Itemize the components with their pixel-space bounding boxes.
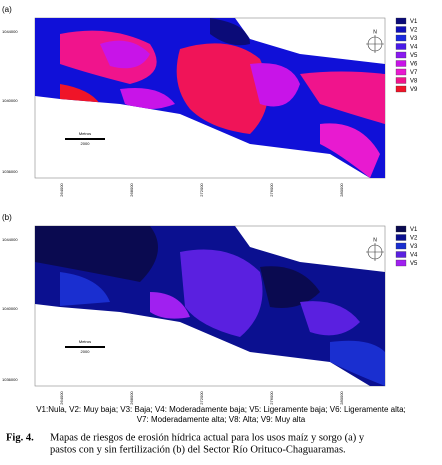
legend-label: V7: [410, 70, 418, 76]
legend-swatch: [395, 259, 407, 267]
scale-bar: [65, 138, 105, 140]
x-coordinate-label: 272000: [199, 183, 204, 197]
legend-swatch: [395, 51, 407, 59]
map-panel: (b) V1 V2 V3 V4 V5 1044000 1040000 1036000 264000…: [2, 213, 418, 405]
legend-swatch: [395, 17, 407, 25]
legend-label: V1: [410, 19, 418, 25]
legend-swatch: [395, 26, 407, 33]
legend-label: V1: [410, 227, 418, 233]
legend-note: V7: Moderadamente alta; V8: Alta; V9: Mu…: [137, 415, 306, 424]
north-label: N: [373, 29, 377, 35]
legend-label: V6: [410, 62, 418, 68]
legend-note: V1:Nula, V2: Muy baja; V3: Baja; V4: Mod…: [36, 405, 406, 414]
legend-label: V3: [410, 244, 418, 250]
y-coordinate-label: 1040000: [2, 98, 18, 103]
x-coordinate-label: 272000: [199, 391, 204, 405]
legend-swatch: [395, 85, 407, 93]
legend-swatch: [395, 43, 407, 50]
y-coordinate-label: 1036000: [2, 377, 18, 382]
legend-swatch: [395, 68, 407, 76]
scale-unit: Metros: [79, 131, 91, 136]
y-coordinate-label: 1044000: [2, 29, 18, 34]
legend-label: V3: [410, 36, 418, 42]
legend-label: V5: [410, 53, 418, 59]
panel-label: (a): [2, 5, 12, 14]
panel-label: (b): [2, 213, 12, 222]
x-coordinate-label: 264000: [59, 391, 64, 405]
legend-label: V8: [410, 79, 418, 85]
legend-label: V5: [410, 261, 418, 267]
legend-swatch: [395, 77, 407, 84]
y-coordinate-label: 1040000: [2, 306, 18, 311]
legend-label: V9: [410, 87, 418, 93]
scale-unit: Metros: [79, 339, 91, 344]
legend-swatch: [395, 234, 407, 241]
x-coordinate-label: 268000: [129, 183, 134, 197]
legend-swatch: [395, 60, 407, 67]
legend-swatch: [395, 34, 407, 42]
map-panel: (a) V1 V2 V3 V4 V5 V6 V7 V8 V9 1044000 1040000 10360…: [2, 5, 418, 197]
scale-length: 2000: [81, 141, 91, 146]
x-coordinate-label: 276000: [269, 391, 274, 405]
legend-label: V2: [410, 236, 418, 242]
y-coordinate-label: 1036000: [2, 169, 18, 174]
legend-swatch: [395, 251, 407, 258]
north-arrow: [366, 243, 384, 261]
x-coordinate-label: 280000: [339, 183, 344, 197]
legend-label: V2: [410, 28, 418, 34]
legend-label: V4: [410, 253, 418, 259]
scale-length: 2000: [81, 349, 91, 354]
x-coordinate-label: 264000: [59, 183, 64, 197]
scale-bar: [65, 346, 105, 348]
legend-swatch: [395, 225, 407, 233]
x-coordinate-label: 276000: [269, 183, 274, 197]
legend-label: V4: [410, 45, 418, 51]
x-coordinate-label: 280000: [339, 391, 344, 405]
caption-text: pastos con y sin fertilización (b) del S…: [50, 444, 346, 455]
north-label: N: [373, 237, 377, 243]
caption-text: Mapas de riesgos de erosión hídrica actu…: [50, 432, 365, 443]
north-arrow: [366, 35, 384, 53]
caption-label: Fig. 4.: [6, 432, 34, 443]
x-coordinate-label: 268000: [129, 391, 134, 405]
legend-swatch: [395, 242, 407, 250]
y-coordinate-label: 1044000: [2, 237, 18, 242]
